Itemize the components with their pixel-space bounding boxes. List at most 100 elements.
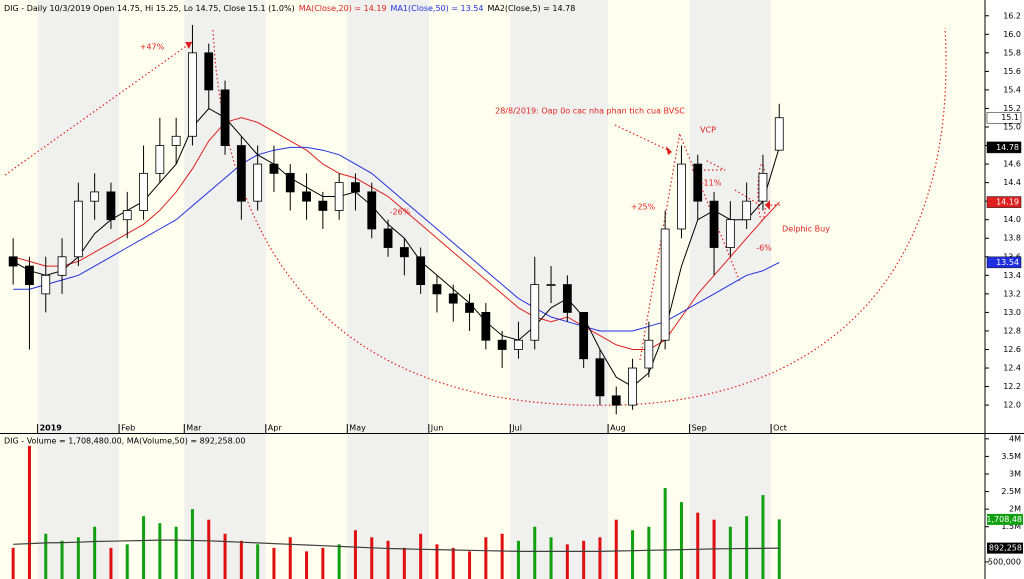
candle-body — [595, 358, 605, 397]
annotation: -11% — [701, 179, 722, 188]
annotation: VCP — [700, 126, 716, 135]
y-tick-label: 12.2 — [1003, 382, 1021, 391]
volume-header: DIG - Volume = 1,708,480.00, MA(Volume,5… — [4, 437, 245, 446]
volume-bar — [419, 533, 423, 579]
volume-bar — [549, 537, 553, 579]
value-tag: 1,708,48 — [986, 515, 1022, 524]
annotation: 28/8/2019: Oap 0o cac nha phan tich cua … — [495, 107, 685, 116]
candle-body — [432, 284, 442, 295]
header-title: DIG - Daily 10/3/2019 Open 14.75, Hi 15.… — [4, 4, 295, 13]
volume-bar — [647, 526, 651, 579]
y-tick-label: 16.2 — [1003, 11, 1021, 20]
candle-body — [758, 172, 768, 202]
candle-body — [106, 191, 116, 221]
value-tag: 13.54 — [996, 258, 1019, 267]
volume-bar — [370, 537, 374, 579]
y-tick-label: 14.6 — [1003, 160, 1021, 169]
candle-body — [465, 302, 474, 313]
volume-bar — [44, 533, 48, 579]
candle-body — [677, 163, 686, 230]
month-band — [184, 0, 266, 433]
y-tick-label: 12.6 — [1003, 345, 1021, 354]
volume-bar — [11, 547, 15, 579]
volume-bar — [451, 547, 455, 579]
volume-bar — [402, 547, 406, 579]
month-band — [510, 0, 609, 433]
cup-arc — [212, 27, 947, 406]
y-tick-label: 16.0 — [1003, 30, 1021, 39]
volume-bar — [631, 530, 635, 579]
candle-body — [725, 219, 735, 248]
candle-body — [367, 191, 377, 230]
legend-entry: MA(Close,20) = 14.19 — [299, 4, 387, 13]
y-tick-label: 1.5M — [1001, 522, 1021, 531]
volume-bar — [142, 516, 146, 579]
value-tag: 14.78 — [996, 143, 1019, 152]
candle-body — [399, 247, 409, 258]
candle-body — [139, 172, 148, 211]
volume-bar — [761, 495, 765, 579]
candle-body — [448, 293, 458, 304]
volume-bar — [60, 540, 64, 579]
ma-line — [13, 539, 780, 552]
y-tick-label: 3M — [1009, 469, 1021, 478]
candle-body — [122, 210, 132, 221]
x-tick-label: Jul — [511, 424, 522, 433]
y-tick-label: 13.4 — [1003, 271, 1021, 280]
y-tick-label: 15.4 — [1003, 85, 1021, 94]
volume-bar — [679, 502, 683, 579]
candle-body — [481, 312, 491, 341]
y-tick-label: 500,000 — [988, 557, 1021, 566]
volume-bar — [27, 445, 31, 579]
x-tick-label: May — [349, 424, 366, 433]
volume-bar — [93, 526, 97, 579]
volume-bar — [516, 540, 520, 579]
y-tick-label: 13.2 — [1003, 289, 1021, 298]
x-tick-label: Feb — [121, 424, 135, 433]
month-band — [347, 0, 429, 433]
y-tick-label: 2M — [1009, 505, 1021, 514]
candle-body — [220, 89, 230, 146]
candle-body — [562, 284, 572, 313]
value-tag: 892,258 — [989, 544, 1022, 553]
y-tick-label: 14.0 — [1003, 215, 1021, 224]
candle-body — [579, 312, 589, 360]
candle-body — [530, 284, 540, 341]
value-tag: 14.19 — [996, 198, 1019, 207]
value-tag-box — [987, 513, 1023, 525]
axis-background — [985, 0, 1024, 579]
volume-bar — [305, 551, 309, 579]
y-tick-label: 14.4 — [1003, 178, 1021, 187]
volume-bar — [582, 540, 586, 579]
value-tag-box — [986, 196, 1022, 208]
y-tick-label: 13.0 — [1003, 308, 1021, 317]
volume-bar — [386, 540, 390, 579]
volume-bar — [223, 533, 227, 579]
value-tag-box — [987, 542, 1023, 554]
volume-bar — [353, 530, 357, 579]
candle-body — [383, 228, 393, 248]
volume-bar — [337, 544, 341, 579]
candle-body — [774, 117, 784, 151]
volume-bar — [484, 537, 488, 579]
volume-bar — [777, 519, 781, 579]
candle-body — [497, 339, 507, 350]
candle-body — [171, 135, 181, 146]
y-tick-label: 4M — [1009, 434, 1021, 443]
candle-body — [41, 274, 51, 295]
volume-bar — [239, 540, 243, 579]
annotation: -6% — [756, 244, 772, 253]
candle-body — [8, 256, 18, 267]
y-tick-label: 15.0 — [1003, 123, 1021, 132]
volume-bar — [109, 547, 113, 579]
y-tick-label: 12.4 — [1003, 364, 1021, 373]
x-tick-label: Jun — [430, 424, 444, 433]
candle-body — [204, 52, 214, 91]
volume-bar — [533, 526, 537, 579]
candle-body — [188, 52, 197, 137]
volume-bar — [174, 526, 178, 579]
volume-bar — [288, 537, 292, 579]
plot-background — [0, 0, 985, 579]
